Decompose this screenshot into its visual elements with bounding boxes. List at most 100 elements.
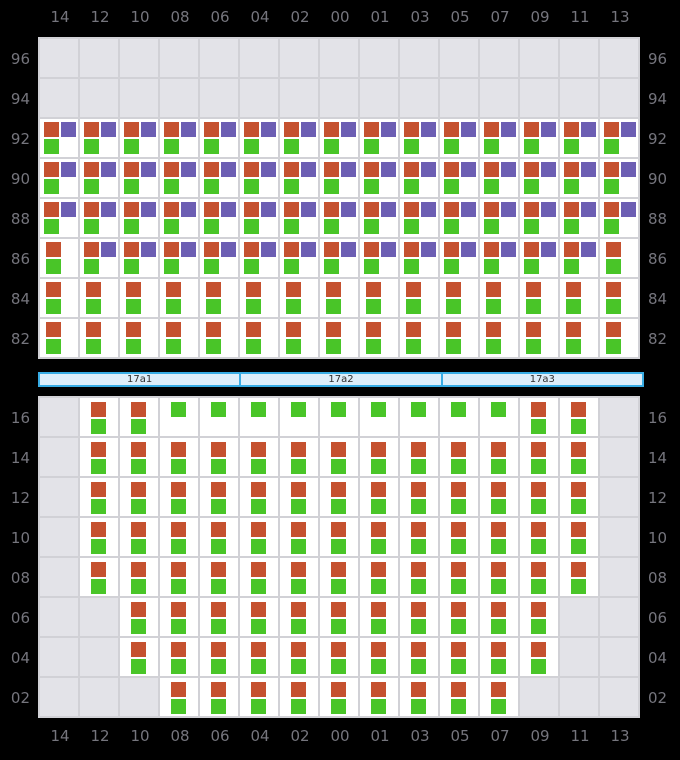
slot-04-08[interactable]: [160, 638, 198, 676]
slot-82-12[interactable]: [80, 319, 118, 357]
slot-90-04[interactable]: [240, 159, 278, 197]
slot-04-05[interactable]: [440, 638, 478, 676]
slot-12-02[interactable]: [280, 478, 318, 516]
slot-86-08[interactable]: [160, 239, 198, 277]
slot-02-07[interactable]: [480, 678, 518, 716]
slot-84-08[interactable]: [160, 279, 198, 317]
slot-12-08[interactable]: [160, 478, 198, 516]
slot-14-11[interactable]: [560, 438, 598, 476]
slot-82-13[interactable]: [600, 319, 638, 357]
slot-84-07[interactable]: [480, 279, 518, 317]
slot-90-00[interactable]: [320, 159, 358, 197]
slot-88-07[interactable]: [480, 199, 518, 237]
slot-04-06[interactable]: [200, 638, 238, 676]
slot-08-05[interactable]: [440, 558, 478, 596]
slot-92-13[interactable]: [600, 119, 638, 157]
slot-84-10[interactable]: [120, 279, 158, 317]
slot-02-08[interactable]: [160, 678, 198, 716]
slot-90-10[interactable]: [120, 159, 158, 197]
slot-02-02[interactable]: [280, 678, 318, 716]
slot-10-04[interactable]: [240, 518, 278, 556]
slot-08-00[interactable]: [320, 558, 358, 596]
slot-16-04[interactable]: [240, 398, 278, 436]
slot-02-05[interactable]: [440, 678, 478, 716]
slot-88-05[interactable]: [440, 199, 478, 237]
slot-04-09[interactable]: [520, 638, 558, 676]
slot-84-14[interactable]: [40, 279, 78, 317]
slot-12-10[interactable]: [120, 478, 158, 516]
slot-86-12[interactable]: [80, 239, 118, 277]
slot-84-04[interactable]: [240, 279, 278, 317]
slot-10-05[interactable]: [440, 518, 478, 556]
slot-84-01[interactable]: [360, 279, 398, 317]
slot-10-06[interactable]: [200, 518, 238, 556]
slot-92-00[interactable]: [320, 119, 358, 157]
slot-90-01[interactable]: [360, 159, 398, 197]
slot-16-10[interactable]: [120, 398, 158, 436]
slot-08-06[interactable]: [200, 558, 238, 596]
slot-86-09[interactable]: [520, 239, 558, 277]
slot-16-03[interactable]: [400, 398, 438, 436]
slot-16-09[interactable]: [520, 398, 558, 436]
slot-08-03[interactable]: [400, 558, 438, 596]
slot-82-08[interactable]: [160, 319, 198, 357]
slot-04-02[interactable]: [280, 638, 318, 676]
slot-90-11[interactable]: [560, 159, 598, 197]
slot-92-09[interactable]: [520, 119, 558, 157]
slot-08-07[interactable]: [480, 558, 518, 596]
slot-88-10[interactable]: [120, 199, 158, 237]
slot-88-06[interactable]: [200, 199, 238, 237]
slot-06-06[interactable]: [200, 598, 238, 636]
slot-10-07[interactable]: [480, 518, 518, 556]
slot-12-09[interactable]: [520, 478, 558, 516]
slot-82-01[interactable]: [360, 319, 398, 357]
slot-04-00[interactable]: [320, 638, 358, 676]
slot-82-07[interactable]: [480, 319, 518, 357]
slot-10-03[interactable]: [400, 518, 438, 556]
slot-88-03[interactable]: [400, 199, 438, 237]
slot-02-03[interactable]: [400, 678, 438, 716]
slot-86-10[interactable]: [120, 239, 158, 277]
slot-92-10[interactable]: [120, 119, 158, 157]
slot-14-06[interactable]: [200, 438, 238, 476]
slot-12-06[interactable]: [200, 478, 238, 516]
slot-84-03[interactable]: [400, 279, 438, 317]
slot-82-06[interactable]: [200, 319, 238, 357]
slot-90-14[interactable]: [40, 159, 78, 197]
slot-88-12[interactable]: [80, 199, 118, 237]
slot-08-02[interactable]: [280, 558, 318, 596]
slot-14-02[interactable]: [280, 438, 318, 476]
slot-82-09[interactable]: [520, 319, 558, 357]
slot-92-01[interactable]: [360, 119, 398, 157]
slot-92-14[interactable]: [40, 119, 78, 157]
slot-86-03[interactable]: [400, 239, 438, 277]
slot-90-06[interactable]: [200, 159, 238, 197]
slot-90-09[interactable]: [520, 159, 558, 197]
slot-14-04[interactable]: [240, 438, 278, 476]
slot-02-00[interactable]: [320, 678, 358, 716]
slot-90-02[interactable]: [280, 159, 318, 197]
slot-90-03[interactable]: [400, 159, 438, 197]
slot-10-01[interactable]: [360, 518, 398, 556]
slot-06-08[interactable]: [160, 598, 198, 636]
slot-02-06[interactable]: [200, 678, 238, 716]
slot-10-08[interactable]: [160, 518, 198, 556]
slot-14-12[interactable]: [80, 438, 118, 476]
slot-16-12[interactable]: [80, 398, 118, 436]
slot-82-00[interactable]: [320, 319, 358, 357]
slot-12-12[interactable]: [80, 478, 118, 516]
slot-12-05[interactable]: [440, 478, 478, 516]
slot-08-01[interactable]: [360, 558, 398, 596]
slot-06-07[interactable]: [480, 598, 518, 636]
slot-90-12[interactable]: [80, 159, 118, 197]
slot-92-11[interactable]: [560, 119, 598, 157]
slot-12-04[interactable]: [240, 478, 278, 516]
slot-84-02[interactable]: [280, 279, 318, 317]
slot-82-02[interactable]: [280, 319, 318, 357]
slot-16-11[interactable]: [560, 398, 598, 436]
slot-84-09[interactable]: [520, 279, 558, 317]
slot-88-09[interactable]: [520, 199, 558, 237]
slot-82-05[interactable]: [440, 319, 478, 357]
slot-86-05[interactable]: [440, 239, 478, 277]
slot-86-06[interactable]: [200, 239, 238, 277]
